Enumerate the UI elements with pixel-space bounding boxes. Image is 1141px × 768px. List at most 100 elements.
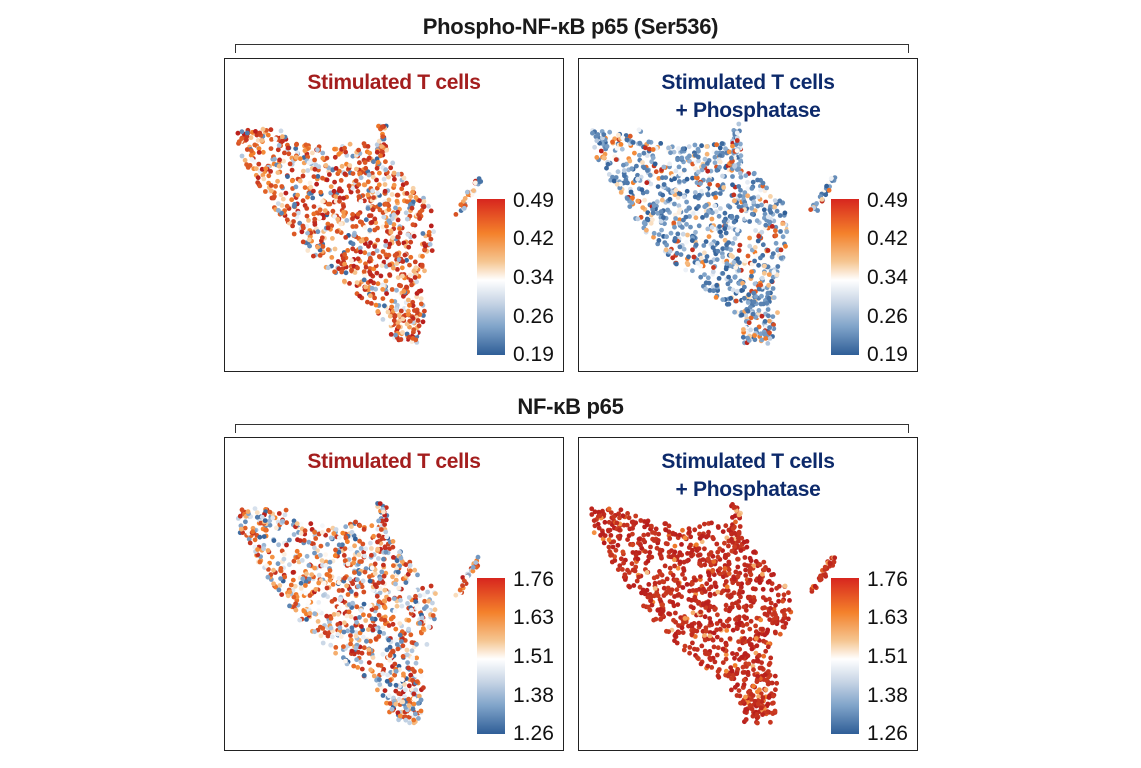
cell-point [348, 641, 353, 647]
cell-point [767, 680, 772, 686]
cell-point [403, 562, 409, 568]
cell-point [287, 603, 292, 609]
cell-point [367, 255, 373, 261]
cell-point [326, 527, 331, 533]
cell-point [413, 599, 419, 605]
cell-point [379, 144, 384, 149]
cell-point [405, 312, 411, 317]
cell-point [381, 573, 387, 579]
cell-point [777, 631, 783, 637]
cell-point [357, 538, 362, 544]
cell-point [759, 275, 765, 281]
cell-point [751, 549, 756, 555]
cell-point [321, 593, 326, 598]
cell-point [727, 605, 733, 611]
cell-point [325, 265, 331, 271]
cell-point [363, 284, 368, 290]
cell-point [674, 261, 679, 267]
cell-point [297, 178, 303, 184]
cell-point [399, 639, 404, 644]
cell-point [730, 651, 735, 656]
cell-point [282, 574, 288, 580]
cell-point [725, 281, 731, 287]
cell-point [757, 687, 762, 693]
cell-point [767, 318, 772, 324]
cell-point [255, 175, 261, 181]
cell-point [705, 275, 711, 281]
cell-point [343, 235, 349, 240]
cell-point [462, 578, 467, 584]
cell-point [611, 178, 617, 184]
cell-point [414, 641, 419, 647]
cell-point [748, 603, 754, 609]
cell-point [822, 564, 828, 570]
cell-point [705, 226, 711, 232]
cell-point [342, 145, 347, 151]
cell-point [426, 598, 432, 604]
umap-scatter [589, 502, 838, 726]
cell-point [765, 579, 771, 585]
cell-point [398, 308, 404, 314]
cell-point [731, 576, 737, 582]
cell-point [294, 521, 300, 527]
cell-point [634, 578, 640, 584]
cell-point [720, 297, 726, 302]
cell-point [730, 143, 735, 149]
cell-point [366, 613, 372, 618]
cell-point [366, 155, 372, 161]
cell-point [682, 576, 688, 582]
cell-point [391, 170, 397, 176]
cell-point [684, 176, 690, 182]
cell-point [709, 520, 714, 526]
cell-point [717, 546, 723, 552]
cell-point [712, 659, 718, 665]
cell-point [389, 304, 395, 310]
cell-point [289, 178, 295, 184]
cell-point [730, 601, 735, 607]
cell-point [762, 211, 768, 217]
cell-point [720, 289, 726, 295]
cell-point [718, 233, 724, 239]
cell-point [410, 185, 416, 191]
cell-point [698, 661, 704, 667]
cell-point [697, 524, 703, 530]
cell-point [672, 578, 678, 583]
cell-point [726, 240, 731, 246]
cell-point [674, 640, 680, 646]
cell-point [276, 542, 281, 548]
cell-point [408, 632, 414, 638]
cell-point [692, 142, 698, 148]
cell-point [748, 558, 754, 564]
cell-point [627, 133, 633, 139]
cell-point [371, 673, 377, 679]
cell-point [678, 252, 684, 257]
cell-point [392, 661, 398, 667]
cell-point [630, 519, 636, 525]
cell-point [773, 240, 779, 246]
cell-point [320, 199, 325, 204]
cell-point [694, 647, 700, 652]
cell-point [606, 528, 611, 534]
cell-point [702, 204, 708, 210]
cell-point [662, 521, 668, 527]
cell-point [707, 181, 713, 187]
cell-point [625, 511, 630, 516]
cell-point [424, 642, 430, 647]
cell-point [736, 512, 742, 518]
cell-point [658, 219, 664, 224]
cell-point [760, 695, 766, 700]
cell-point [814, 201, 819, 206]
cell-point [647, 172, 653, 178]
cell-point [718, 637, 724, 643]
cell-point [691, 605, 696, 611]
cell-point [395, 569, 401, 575]
cell-point [327, 559, 333, 565]
cell-point [430, 613, 436, 618]
cell-point [745, 308, 751, 314]
cell-point [751, 299, 757, 305]
cell-point [344, 218, 350, 223]
cell-point [683, 214, 689, 220]
cell-point [660, 192, 666, 198]
cell-point [677, 191, 683, 197]
cell-point [357, 615, 362, 620]
